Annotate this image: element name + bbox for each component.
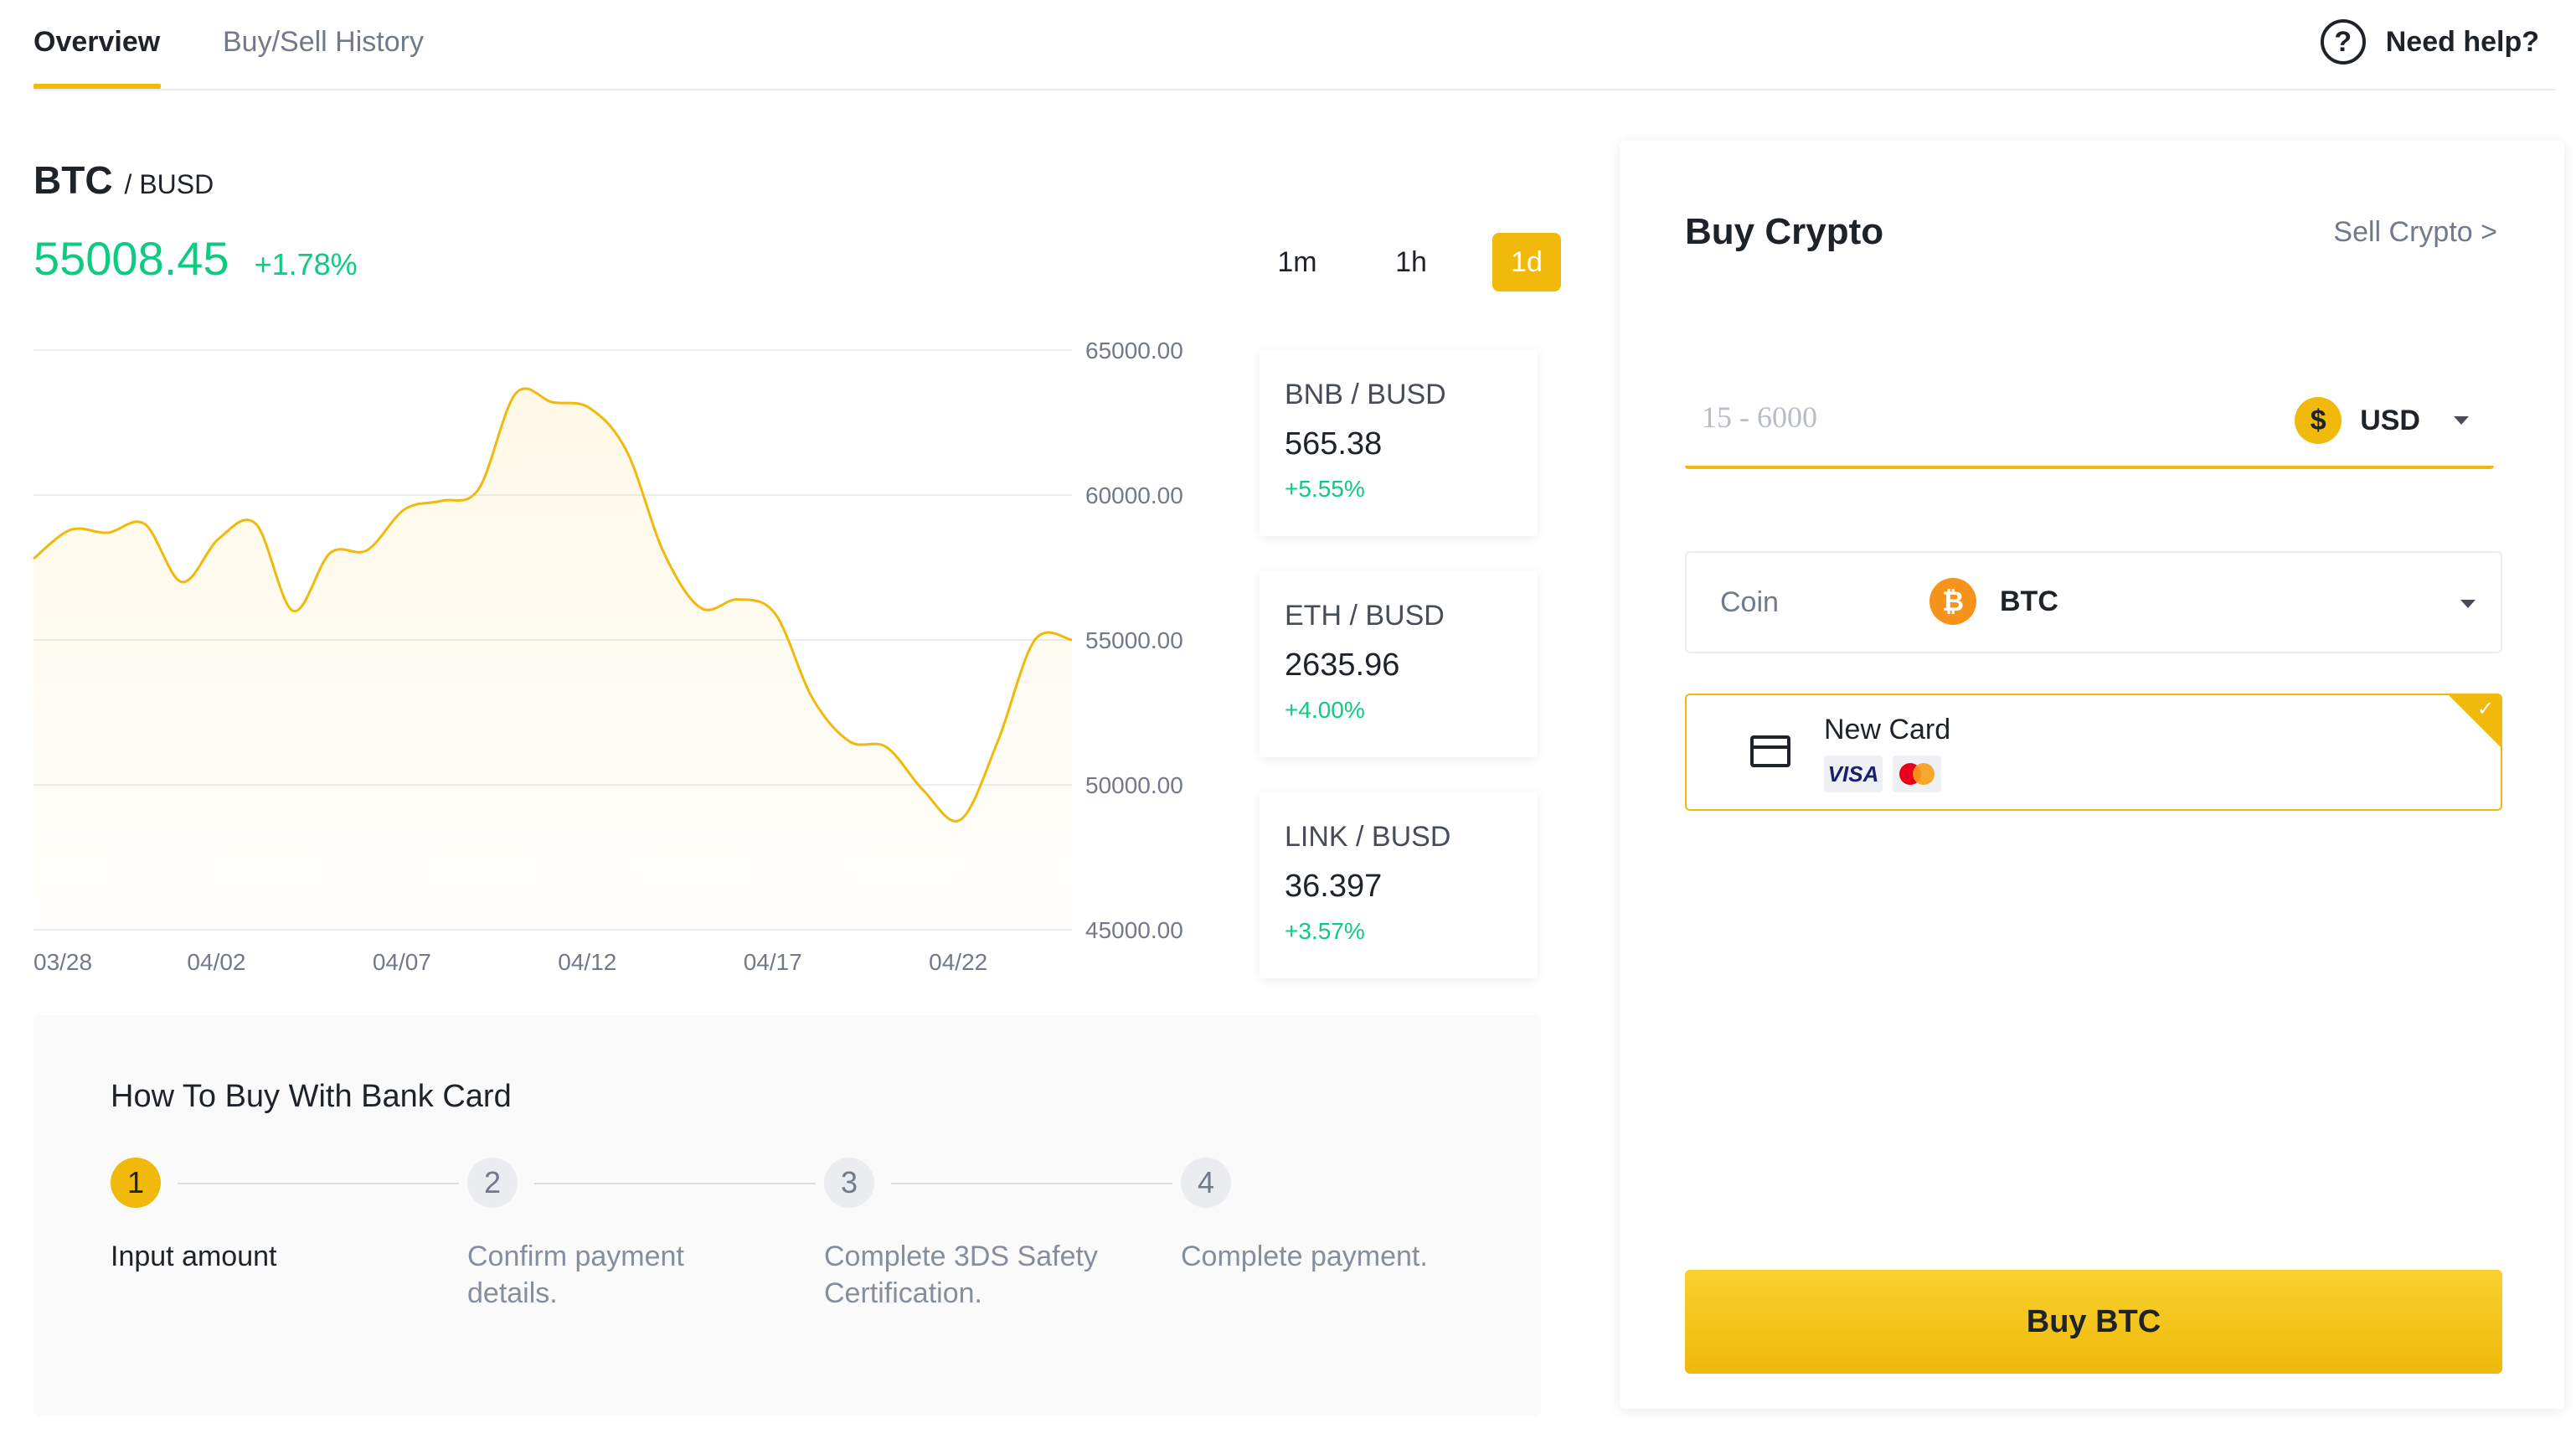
amount-input[interactable] <box>1702 390 2204 444</box>
help-icon: ? <box>2320 19 2366 64</box>
x-tick-label: 04/12 <box>558 949 616 975</box>
ticker-card-bnb[interactable]: BNB / BUSD 565.38 +5.55% <box>1260 350 1538 536</box>
coin-select[interactable]: Coin ₿ BTC <box>1685 551 2502 653</box>
check-icon: ✓ <box>2476 698 2494 720</box>
coin-value: ₿ BTC <box>1929 578 2058 625</box>
ticker-pair: BNB / BUSD <box>1285 379 1446 410</box>
currency-label: USD <box>2360 404 2420 436</box>
x-tick-label: 04/02 <box>187 949 245 975</box>
how-to-buy-title: How To Buy With Bank Card <box>111 1079 512 1114</box>
step-1-badge: 1 <box>111 1158 161 1208</box>
step-4-label: Complete payment. <box>1181 1241 1428 1272</box>
price-row: 55008.45 +1.78% <box>33 231 358 286</box>
step-3-badge: 3 <box>824 1158 874 1208</box>
credit-card-icon <box>1750 735 1790 767</box>
card-brands: VISA <box>1824 756 1941 792</box>
tab-buy-sell-history[interactable]: Buy/Sell History <box>223 26 424 58</box>
ticker-card-eth[interactable]: ETH / BUSD 2635.96 +4.00% <box>1260 571 1538 757</box>
y-tick-label: 55000.00 <box>1085 627 1183 653</box>
price-chart: 65000.00 60000.00 55000.00 50000.00 45000.00… <box>33 338 1183 975</box>
step-connector <box>534 1183 816 1184</box>
buy-btc-button[interactable]: Buy BTC <box>1685 1270 2502 1374</box>
chevron-down-icon <box>2460 600 2476 608</box>
x-tick-label: 04/07 <box>373 949 431 975</box>
amount-field: $ USD <box>1685 367 2494 469</box>
chevron-down-icon <box>2454 416 2469 425</box>
pair-quote: / BUSD <box>124 169 214 199</box>
step-4-badge: 4 <box>1181 1158 1231 1208</box>
currency-select[interactable]: $ USD <box>2295 397 2469 444</box>
usd-coin-icon: $ <box>2295 397 2342 444</box>
ticker-pair: LINK / BUSD <box>1285 821 1451 853</box>
step-connector <box>891 1183 1172 1184</box>
y-tick-label: 45000.00 <box>1085 917 1183 943</box>
pair-header: BTC / BUSD <box>33 157 214 203</box>
need-help-link[interactable]: ? Need help? <box>2320 18 2539 65</box>
tab-overview[interactable]: Overview <box>33 26 161 58</box>
how-to-buy-panel: How To Buy With Bank Card 1 2 3 4 Input … <box>33 1015 1541 1416</box>
x-tick-label: 03/28 <box>33 949 92 975</box>
card-title: New Card <box>1824 714 1951 745</box>
step-connector <box>178 1183 459 1184</box>
ticker-price: 565.38 <box>1285 426 1383 462</box>
x-tick-label: 04/17 <box>744 949 802 975</box>
x-tick-label: 04/22 <box>929 949 987 975</box>
pair-base: BTC <box>33 158 113 202</box>
step-1-label: Input amount <box>111 1241 277 1272</box>
buy-crypto-panel: Buy Crypto Sell Crypto > $ USD Coin ₿ BT… <box>1620 141 2564 1409</box>
ticker-card-link[interactable]: LINK / BUSD 36.397 +3.57% <box>1260 792 1538 978</box>
y-tick-label: 50000.00 <box>1085 772 1183 798</box>
y-tick-label: 60000.00 <box>1085 482 1183 508</box>
step-3-label: Complete 3DS Safety Certification. <box>824 1241 1098 1309</box>
tab-active-indicator <box>33 84 161 89</box>
mastercard-logo-icon <box>1893 756 1941 792</box>
range-button-1d[interactable]: 1d <box>1492 233 1561 291</box>
selected-corner <box>2449 695 2501 747</box>
coin-label: Coin <box>1720 586 1779 618</box>
top-tabs: Overview Buy/Sell History ? Need help? <box>33 0 2556 90</box>
price-change: +1.78% <box>254 247 358 281</box>
chart-area <box>33 388 1072 930</box>
step-2-badge: 2 <box>467 1158 518 1208</box>
panel-title: Buy Crypto <box>1685 211 1884 252</box>
visa-logo-icon: VISA <box>1824 756 1883 792</box>
new-card-option[interactable]: ✓ New Card VISA <box>1685 694 2502 811</box>
need-help-label: Need help? <box>2385 25 2539 58</box>
btc-coin-icon: ₿ <box>1929 578 1976 625</box>
y-tick-label: 65000.00 <box>1085 338 1183 364</box>
ticker-change: +5.55% <box>1285 476 1365 502</box>
step-2-label: Confirm payment details. <box>467 1241 684 1309</box>
ticker-pair: ETH / BUSD <box>1285 600 1445 632</box>
chart-line <box>33 387 1073 823</box>
coin-value-label: BTC <box>2000 585 2058 617</box>
ticker-price: 36.397 <box>1285 869 1383 904</box>
range-button-1h[interactable]: 1h <box>1395 245 1427 278</box>
ticker-price: 2635.96 <box>1285 647 1400 683</box>
range-button-1m[interactable]: 1m <box>1277 245 1317 278</box>
sell-crypto-link[interactable]: Sell Crypto > <box>2333 216 2497 248</box>
current-price: 55008.45 <box>33 232 229 285</box>
ticker-change: +4.00% <box>1285 697 1365 723</box>
ticker-change: +3.57% <box>1285 918 1365 944</box>
